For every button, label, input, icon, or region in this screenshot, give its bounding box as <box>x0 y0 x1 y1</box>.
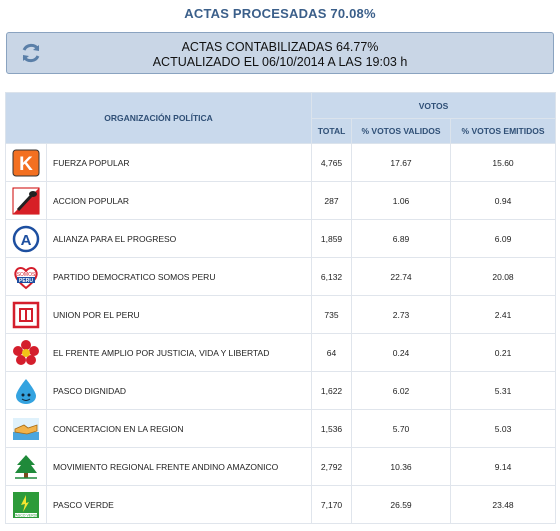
votes-emitidos-pct: 23.48 <box>450 485 557 524</box>
shovel-logo <box>12 187 40 215</box>
votes-emitidos-pct: 0.94 <box>450 181 557 220</box>
party-logo-cell <box>5 181 47 220</box>
votes-emitidos-pct: 6.09 <box>450 219 557 258</box>
svg-text:SOMOS: SOMOS <box>17 272 36 278</box>
votes-validos-pct: 5.70 <box>351 409 452 448</box>
party-logo-cell: A <box>5 219 47 258</box>
party-name: MOVIMIENTO REGIONAL FRENTE ANDINO AMAZON… <box>45 447 313 486</box>
svg-text:A: A <box>21 232 32 249</box>
somos-peru-logo: SOMOS PERU <box>12 263 40 291</box>
col-votos: VOTOS <box>311 92 557 119</box>
table-row: UNION POR EL PERU 735 2.73 2.41 <box>5 295 557 334</box>
votes-total: 6,132 <box>311 257 353 296</box>
table-row: CONCERTACION EN LA REGION 1,536 5.70 5.03 <box>5 409 557 448</box>
table-row: EL FRENTE AMPLIO POR JUSTICIA, VIDA Y LI… <box>5 333 557 372</box>
table-row: A ALIANZA PARA EL PROGRESO 1,859 6.89 6.09 <box>5 219 557 258</box>
votes-validos-pct: 6.89 <box>351 219 452 258</box>
votes-validos-pct: 0.24 <box>351 333 452 372</box>
votes-validos-pct: 10.36 <box>351 447 452 486</box>
votes-emitidos-pct: 9.14 <box>450 447 557 486</box>
status-panel: ACTAS CONTABILIZADAS 64.77% ACTUALIZADO … <box>6 32 554 74</box>
votes-total: 7,170 <box>311 485 353 524</box>
votes-total: 735 <box>311 295 353 334</box>
votes-total: 2,792 <box>311 447 353 486</box>
votes-total: 287 <box>311 181 353 220</box>
votes-validos-pct: 22.74 <box>351 257 452 296</box>
votes-validos-pct: 2.73 <box>351 295 452 334</box>
party-name: PASCO VERDE <box>45 485 313 524</box>
votes-emitidos-pct: 5.03 <box>450 409 557 448</box>
party-name: PARTIDO DEMOCRATICO SOMOS PERU <box>45 257 313 296</box>
actas-contabilizadas: ACTAS CONTABILIZADAS 64.77% <box>181 40 379 54</box>
results-table: ORGANIZACIÓN POLÍTICA VOTOS TOTAL % VOTO… <box>4 92 557 524</box>
table-row: PASCO VERDE PASCO VERDE 7,170 26.59 23.48 <box>5 485 557 524</box>
table-row: K FUERZA POPULAR 4,765 17.67 15.60 <box>5 143 557 182</box>
party-logo-cell: K <box>5 143 47 182</box>
table-row: SOMOS PERU PARTIDO DEMOCRATICO SOMOS PERU 6… <box>5 257 557 296</box>
party-name: ALIANZA PARA EL PROGRESO <box>45 219 313 258</box>
tree-logo <box>12 453 40 481</box>
upp-logo <box>12 301 40 329</box>
col-organizacion: ORGANIZACIÓN POLÍTICA <box>4 92 313 144</box>
svg-text:PERU: PERU <box>19 278 33 284</box>
party-logo-cell <box>5 371 47 410</box>
col-emitidos: % VOTOS EMITIDOS <box>450 118 557 144</box>
table-row: PASCO DIGNIDAD 1,622 6.02 5.31 <box>5 371 557 410</box>
votes-emitidos-pct: 0.21 <box>450 333 557 372</box>
votes-total: 1,859 <box>311 219 353 258</box>
k-logo: K <box>12 149 40 177</box>
votes-total: 64 <box>311 333 353 372</box>
refresh-icon[interactable] <box>19 41 43 65</box>
party-name: UNION POR EL PERU <box>45 295 313 334</box>
party-logo-cell <box>5 409 47 448</box>
party-name: FUERZA POPULAR <box>45 143 313 182</box>
votes-total: 1,536 <box>311 409 353 448</box>
party-logo-cell: PASCO VERDE <box>5 485 47 524</box>
page-title: ACTAS PROCESADAS 70.08% <box>184 6 376 21</box>
party-logo-cell <box>5 447 47 486</box>
votes-total: 4,765 <box>311 143 353 182</box>
handshake-logo <box>12 415 40 443</box>
party-name: PASCO DIGNIDAD <box>45 371 313 410</box>
party-name: CONCERTACION EN LA REGION <box>45 409 313 448</box>
votes-validos-pct: 6.02 <box>351 371 452 410</box>
votes-emitidos-pct: 2.41 <box>450 295 557 334</box>
party-logo-cell: SOMOS PERU <box>5 257 47 296</box>
votes-total: 1,622 <box>311 371 353 410</box>
votes-emitidos-pct: 5.31 <box>450 371 557 410</box>
votes-emitidos-pct: 15.60 <box>450 143 557 182</box>
svg-text:PASCO VERDE: PASCO VERDE <box>13 513 39 517</box>
svg-text:K: K <box>19 154 33 175</box>
col-total: TOTAL <box>311 118 353 144</box>
flower-logo <box>12 339 40 367</box>
table-row: MOVIMIENTO REGIONAL FRENTE ANDINO AMAZON… <box>5 447 557 486</box>
votes-emitidos-pct: 20.08 <box>450 257 557 296</box>
party-name: ACCION POPULAR <box>45 181 313 220</box>
col-validos: % VOTOS VALIDOS <box>351 118 452 144</box>
votes-validos-pct: 26.59 <box>351 485 452 524</box>
actualizado-timestamp: ACTUALIZADO EL 06/10/2014 A LAS 19:03 h <box>152 55 408 69</box>
party-name: EL FRENTE AMPLIO POR JUSTICIA, VIDA Y LI… <box>45 333 313 372</box>
votes-validos-pct: 17.67 <box>351 143 452 182</box>
party-logo-cell <box>5 295 47 334</box>
table-row: ACCION POPULAR 287 1.06 0.94 <box>5 181 557 220</box>
a-circle-logo: A <box>12 225 40 253</box>
pasco-verde-logo: PASCO VERDE <box>12 491 40 519</box>
water-drop-logo <box>12 377 40 405</box>
votes-validos-pct: 1.06 <box>351 181 452 220</box>
party-logo-cell <box>5 333 47 372</box>
